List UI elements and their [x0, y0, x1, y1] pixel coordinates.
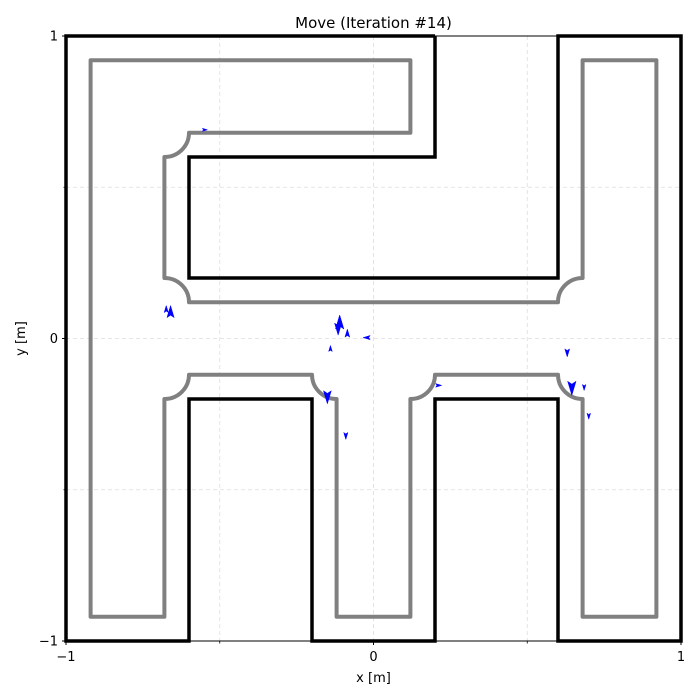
agent-marker — [567, 380, 577, 397]
chart-title: Move (Iteration #14) — [295, 14, 452, 32]
grid-lines — [66, 36, 681, 641]
agent-marker — [586, 412, 591, 421]
axis-ticks: −1 0 1 −1 0 1 — [39, 30, 685, 666]
y-tick-label: −1 — [39, 635, 58, 650]
y-tick-label: 0 — [50, 332, 58, 347]
agent-marker — [344, 328, 351, 338]
agent-marker — [201, 127, 209, 132]
clearance-boundary — [88, 58, 659, 619]
agent-markers — [163, 127, 591, 441]
agent-marker — [581, 383, 587, 392]
agent-marker — [334, 322, 343, 336]
agent-marker — [163, 304, 169, 314]
clearance-path — [88, 58, 659, 619]
agent-marker — [362, 335, 371, 341]
x-axis-label: x [m] — [356, 671, 391, 686]
plot-area — [64, 34, 683, 643]
y-tick-label: 1 — [50, 30, 58, 45]
y-axis-label: y [m] — [14, 321, 29, 356]
agent-marker — [343, 431, 349, 441]
x-tick-label: 0 — [369, 650, 377, 665]
x-tick-label: −1 — [56, 650, 75, 665]
agent-marker — [323, 390, 332, 405]
agent-marker — [328, 344, 333, 353]
x-tick-label: 1 — [677, 650, 685, 665]
agent-marker — [166, 304, 175, 319]
agent-marker — [435, 383, 443, 388]
agent-marker — [564, 348, 571, 358]
